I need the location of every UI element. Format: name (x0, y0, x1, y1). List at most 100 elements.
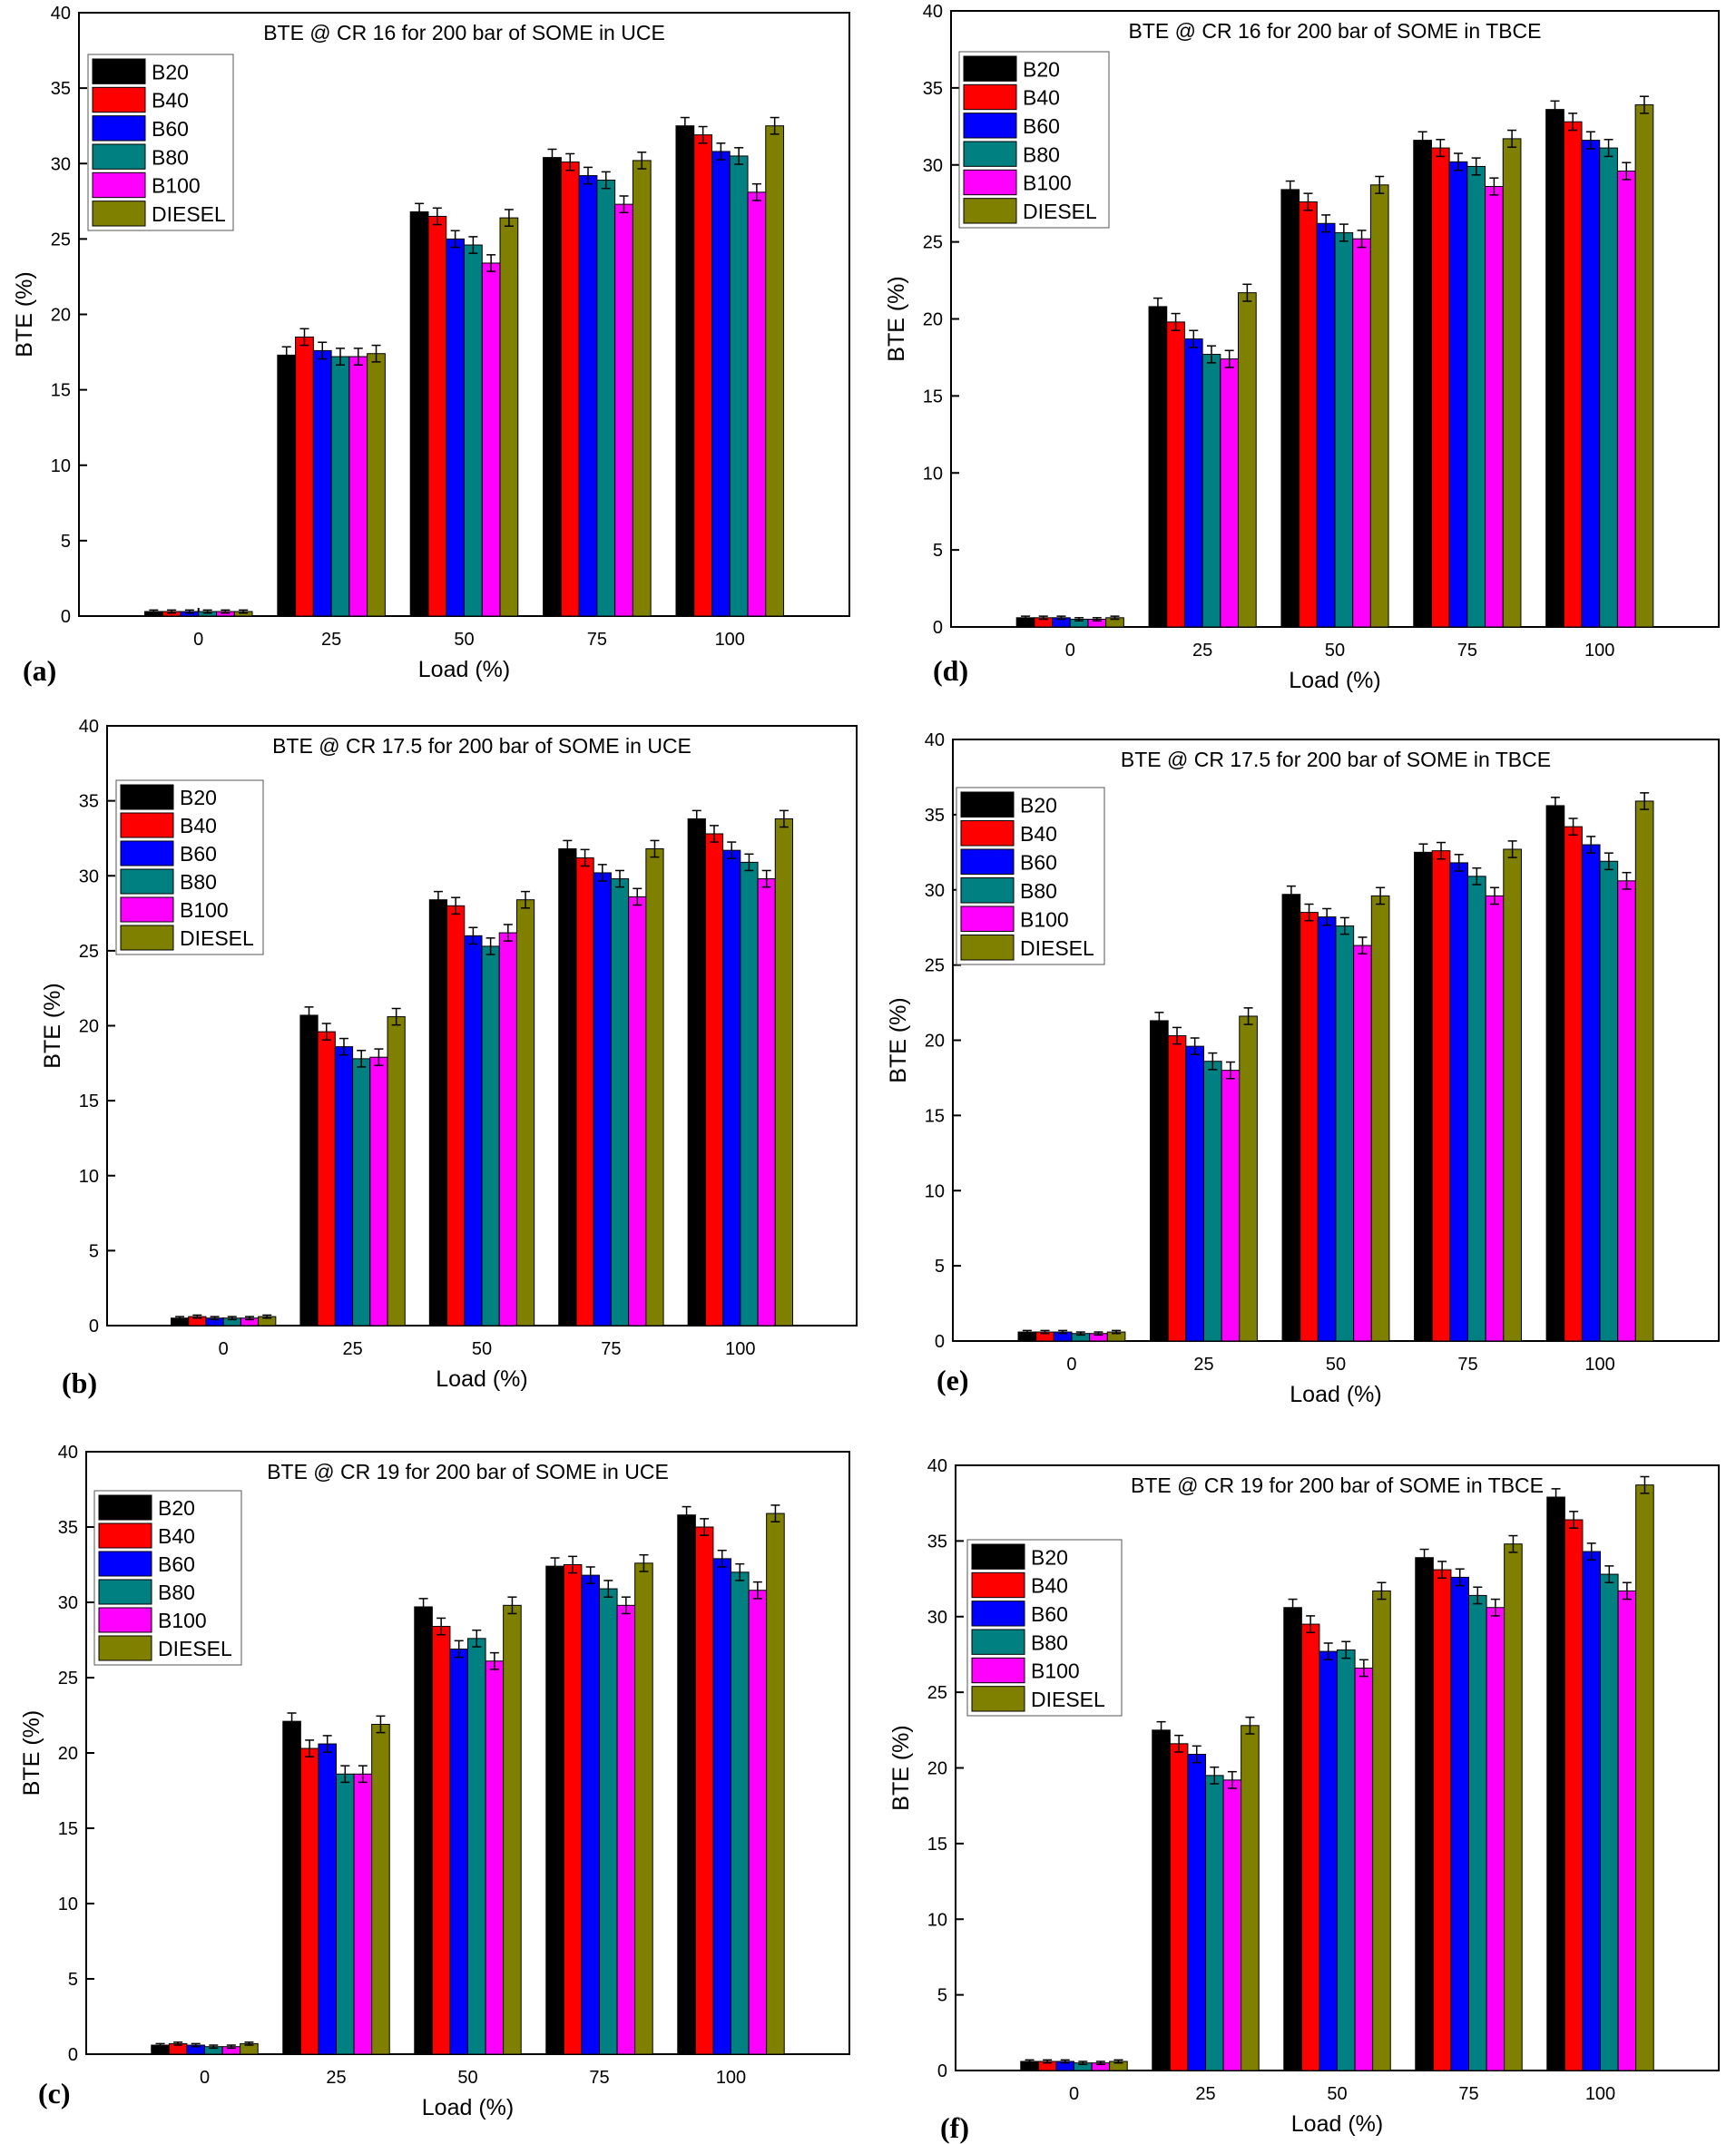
error-bar (1285, 180, 1295, 199)
bar-diesel-75 (1502, 138, 1522, 628)
bar-b20-25 (299, 1014, 319, 1327)
legend-swatch-b60 (98, 1551, 152, 1577)
bar-b80-75 (1468, 1594, 1487, 2071)
legend-swatch-b100 (98, 1607, 152, 1633)
legend-swatch-b60 (120, 840, 174, 866)
error-bar (322, 1735, 332, 1753)
error-bar (1172, 1026, 1182, 1045)
chart-title: BTE @ CR 17.5 for 200 bar of SOME in UCE (272, 734, 691, 758)
error-bar (357, 1050, 367, 1068)
bar-b80-100 (731, 1571, 750, 2055)
bar-b40-25 (1167, 1035, 1187, 1342)
bar-diesel-75 (645, 848, 664, 1327)
error-bar (1472, 866, 1482, 886)
bar-b60-100 (722, 849, 741, 1327)
x-tick-label: 75 (1457, 641, 1477, 661)
bar-b80-100 (740, 861, 759, 1327)
error-bar (619, 195, 629, 214)
legend-swatch-b100 (960, 906, 1015, 932)
x-axis-label: Load (%) (422, 2095, 514, 2120)
legend-label-b60: B60 (1023, 114, 1060, 138)
bar-b20-100 (687, 817, 706, 1327)
error-bar (1339, 223, 1349, 242)
bar-b20-25 (1148, 306, 1168, 628)
legend-swatch-b100 (120, 896, 174, 923)
bar-b40-50 (431, 1626, 451, 2055)
panel-letter: (a) (23, 654, 56, 687)
legend-label-b40: B40 (1020, 822, 1057, 846)
legend-label-b40: B40 (180, 814, 217, 837)
error-bar (1192, 1745, 1201, 1764)
y-tick-label: 5 (68, 1970, 78, 1990)
error-bar (1376, 886, 1386, 906)
x-tick-label: 0 (193, 630, 203, 650)
y-tick-label: 35 (58, 1518, 78, 1538)
legend-label-b100: B100 (152, 174, 201, 198)
error-bar (227, 1316, 237, 1321)
bar-b20-75 (558, 848, 577, 1327)
bar-diesel-25 (1241, 1725, 1260, 2071)
error-bar (639, 1553, 649, 1572)
bar-b60-100 (711, 151, 731, 617)
legend-label-b80: B80 (152, 145, 189, 169)
bar-b40-100 (704, 833, 724, 1327)
bar-b40-50 (1300, 912, 1319, 1342)
bar-b80-100 (1600, 1573, 1619, 2071)
error-bar (1110, 615, 1120, 621)
y-axis-label: BTE (%) (12, 271, 37, 357)
error-bar (262, 1314, 272, 1319)
error-bar (358, 1765, 368, 1784)
legend-label-diesel: DIESEL (1020, 936, 1094, 960)
panel-letter: (c) (38, 2077, 71, 2110)
x-axis-label: Load (%) (436, 1366, 527, 1392)
bar-b40-75 (1431, 850, 1451, 1342)
legend: B20 B40 B60 B80 B100 DIESEL (87, 54, 234, 231)
x-tick-label: 50 (1325, 641, 1345, 661)
legend-label-b80: B80 (158, 1581, 195, 1604)
panel-letter: (f) (940, 2111, 969, 2144)
legend-swatch-b60 (960, 848, 1015, 875)
x-axis-label: Load (%) (1289, 668, 1380, 693)
bar-b20-25 (1150, 1020, 1169, 1342)
bar-b60-25 (1187, 1753, 1207, 2071)
bar-b40-50 (1300, 1623, 1320, 2071)
error-bar (583, 166, 593, 185)
error-bar (149, 609, 159, 614)
bar-b60-100 (1581, 140, 1601, 628)
bar-b40-75 (1432, 1569, 1452, 2071)
bar-b100-50 (1354, 1667, 1374, 2071)
error-bar (717, 1549, 727, 1568)
error-bar (1489, 177, 1499, 196)
x-tick-label: 50 (1327, 2084, 1347, 2104)
error-bar (433, 890, 443, 909)
bar-diesel-75 (1503, 848, 1522, 1342)
legend-swatch-b20 (971, 1543, 1025, 1570)
legend-swatch-b60 (963, 113, 1017, 139)
legend: B20 B40 B60 B80 B100 DIESEL (93, 1490, 242, 1666)
error-bar (734, 147, 744, 165)
legend-swatch-b80 (120, 868, 174, 895)
bar-diesel-50 (1369, 184, 1389, 628)
error-bar (281, 346, 291, 365)
bar-b20-100 (1546, 1496, 1565, 2071)
bar-b40-100 (1563, 121, 1583, 628)
error-bar (1152, 297, 1162, 317)
y-tick-label: 25 (927, 1683, 947, 1703)
bar-b80-100 (729, 155, 749, 617)
error-bar (415, 202, 425, 221)
error-bar (1454, 152, 1464, 171)
y-tick-label: 40 (925, 730, 945, 750)
bar-b40-100 (1564, 826, 1583, 1342)
bar-b100-100 (748, 1590, 768, 2055)
chart-title: BTE @ CR 19 for 200 bar of SOME in UCE (267, 1460, 669, 1483)
error-bar (1112, 1329, 1122, 1335)
error-bar (1038, 615, 1048, 621)
error-bar (472, 1629, 482, 1648)
error-bar (209, 2044, 219, 2050)
bar-b80-25 (1202, 1061, 1222, 1342)
error-bar (1455, 1568, 1465, 1587)
bar-b60-75 (581, 1574, 600, 2055)
bar-b80-25 (330, 356, 350, 617)
bar-b100-25 (348, 356, 368, 617)
error-bar (1224, 349, 1234, 368)
